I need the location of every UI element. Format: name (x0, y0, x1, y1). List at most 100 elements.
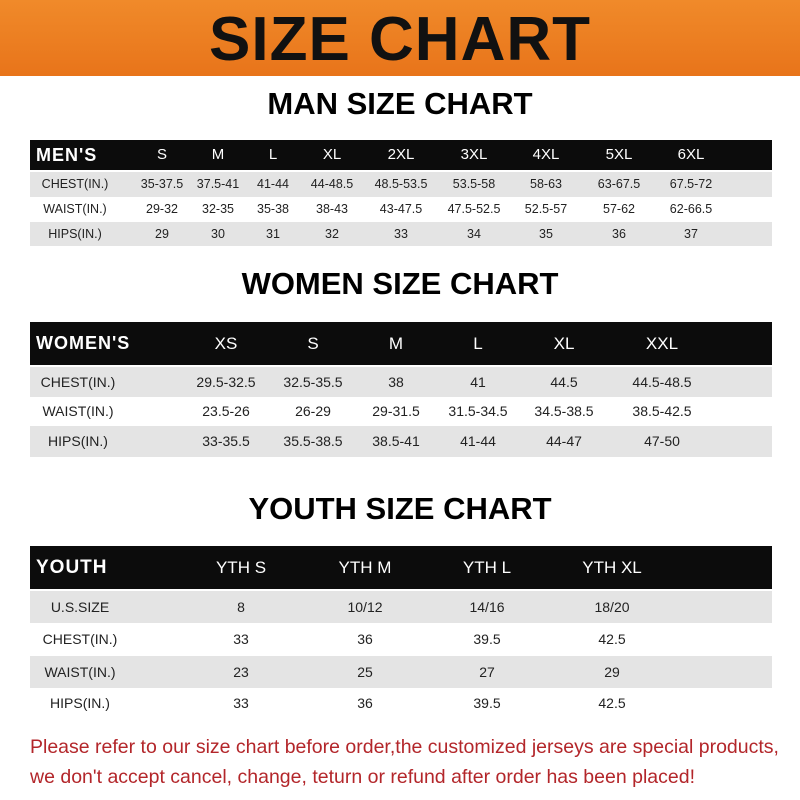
table-cell: 57-62 (603, 202, 635, 216)
table-cell: 36 (357, 631, 373, 647)
table-cell: 26-29 (295, 403, 331, 419)
youth-section-title: YOUTH SIZE CHART (248, 491, 552, 526)
size-header-cell: XL (322, 146, 342, 163)
table-cell: 8 (237, 599, 245, 615)
measure-label: HIPS(IN.) (48, 433, 108, 449)
table-cell: 53.5-58 (452, 177, 496, 191)
women-header-row: WOMEN'S XS S M L XL XXL (30, 322, 772, 365)
table-row: WAIST(IN.) 23 25 27 29 (30, 656, 772, 688)
size-chart-banner: SIZE CHART (0, 0, 800, 76)
table-cell: 43-47.5 (379, 202, 423, 216)
table-row: U.S.SIZE 8 10/12 14/16 18/20 (30, 591, 772, 623)
table-cell: 37 (684, 227, 698, 241)
table-cell: 35 (539, 227, 553, 241)
table-cell: 30 (211, 227, 225, 241)
table-cell: 52.5-57 (524, 202, 568, 216)
size-header-cell: YTH M (338, 558, 392, 577)
size-header-cell: XS (214, 334, 238, 353)
table-cell: 34 (467, 227, 481, 241)
table-cell: 32-35 (202, 202, 234, 216)
size-header-cell: 4XL (532, 146, 560, 163)
table-cell: 14/16 (469, 599, 505, 615)
size-header-cell: YTH S (215, 558, 267, 577)
table-cell: 29 (155, 227, 169, 241)
measure-label: CHEST(IN.) (42, 631, 118, 647)
table-cell: 23.5-26 (202, 403, 250, 419)
youth-header-row: YOUTH YTH S YTH M YTH L YTH XL (30, 546, 772, 589)
measure-label: WAIST(IN.) (44, 664, 116, 680)
table-cell: 38.5-42.5 (632, 403, 692, 419)
table-cell: 33 (233, 631, 249, 647)
size-header-cell: L (268, 146, 278, 163)
table-cell: 39.5 (473, 695, 501, 711)
table-cell: 33-35.5 (202, 433, 250, 449)
table-cell: 48.5-53.5 (374, 177, 428, 191)
table-cell: 47.5-52.5 (447, 202, 501, 216)
measure-label: HIPS(IN.) (48, 227, 102, 241)
table-cell: 38.5-41 (372, 433, 420, 449)
banner-title: SIZE CHART (209, 5, 591, 74)
table-row: WAIST(IN.) 29-32 32-35 35-38 38-43 43-47.5 47.… (30, 197, 772, 222)
table-cell: 44.5-48.5 (632, 374, 692, 390)
table-cell: 63-67.5 (597, 177, 641, 191)
table-cell: 29 (604, 664, 620, 680)
table-cell: 42.5 (598, 695, 626, 711)
table-cell: 32.5-35.5 (283, 374, 343, 390)
table-cell: 58-63 (530, 177, 562, 191)
table-cell: 47-50 (644, 433, 680, 449)
table-cell: 29.5-32.5 (196, 374, 256, 390)
table-cell: 35.5-38.5 (283, 433, 343, 449)
table-cell: 44.5 (550, 374, 578, 390)
table-cell: 37.5-41 (196, 177, 240, 191)
table-cell: 18/20 (594, 599, 630, 615)
table-cell: 36 (357, 695, 373, 711)
table-cell: 34.5-38.5 (534, 403, 594, 419)
table-row: CHEST(IN.) 35-37.5 37.5-41 41-44 44-48.5 48.5… (30, 172, 772, 197)
table-cell: 44-48.5 (310, 177, 354, 191)
measure-label: U.S.SIZE (50, 599, 110, 615)
table-cell: 41-44 (460, 433, 496, 449)
table-cell: 31 (266, 227, 280, 241)
table-cell: 41 (470, 374, 486, 390)
table-cell: 62-66.5 (669, 202, 713, 216)
table-title-cell: MEN'S (36, 145, 98, 165)
measure-label: WAIST(IN.) (43, 202, 107, 216)
table-cell: 10/12 (347, 599, 383, 615)
women-section-title: WOMEN SIZE CHART (241, 266, 559, 301)
table-row: WAIST(IN.) 23.5-26 26-29 29-31.5 31.5-34.5 34… (30, 397, 772, 426)
men-header-row: MEN'S S M L XL 2XL 3XL 4XL 5XL 6XL (30, 140, 772, 170)
size-header-cell: 6XL (677, 146, 705, 163)
table-cell: 23 (233, 664, 249, 680)
table-row: CHEST(IN.) 29.5-32.5 32.5-35.5 38 41 44.5 44.5… (30, 367, 772, 397)
table-row: HIPS(IN.) 29 30 31 32 33 34 35 36 37 (30, 222, 772, 246)
table-cell: 35-37.5 (140, 177, 184, 191)
table-title-cell: YOUTH (36, 557, 108, 578)
size-header-cell: XL (553, 334, 575, 353)
table-title-cell: WOMEN'S (36, 333, 131, 353)
table-cell: 36 (612, 227, 626, 241)
table-cell: 39.5 (473, 631, 501, 647)
table-cell: 29-31.5 (372, 403, 420, 419)
table-cell: 44-47 (546, 433, 582, 449)
table-row: HIPS(IN.) 33-35.5 35.5-38.5 38.5-41 41-44 44-… (30, 426, 772, 457)
table-row: CHEST(IN.) 33 36 39.5 42.5 (30, 623, 772, 656)
size-header-cell: S (156, 146, 168, 163)
size-header-cell: S (307, 334, 319, 353)
table-cell: 32 (325, 227, 339, 241)
size-header-cell: M (388, 334, 404, 353)
men-section-title: MAN SIZE CHART (267, 86, 533, 121)
measure-label: WAIST(IN.) (42, 403, 114, 419)
table-cell: 31.5-34.5 (448, 403, 508, 419)
table-cell: 41-44 (257, 177, 289, 191)
table-cell: 33 (394, 227, 408, 241)
size-header-cell: L (473, 334, 483, 353)
notice-line-2: we don't accept cancel, change, teturn o… (30, 766, 695, 788)
table-cell: 25 (357, 664, 373, 680)
size-header-cell: M (211, 146, 225, 163)
size-header-cell: XXL (645, 334, 679, 353)
measure-label: HIPS(IN.) (50, 695, 110, 711)
size-header-cell: 3XL (460, 146, 488, 163)
measure-label: CHEST(IN.) (41, 177, 109, 191)
table-cell: 67.5-72 (669, 177, 713, 191)
measure-label: CHEST(IN.) (40, 374, 116, 390)
